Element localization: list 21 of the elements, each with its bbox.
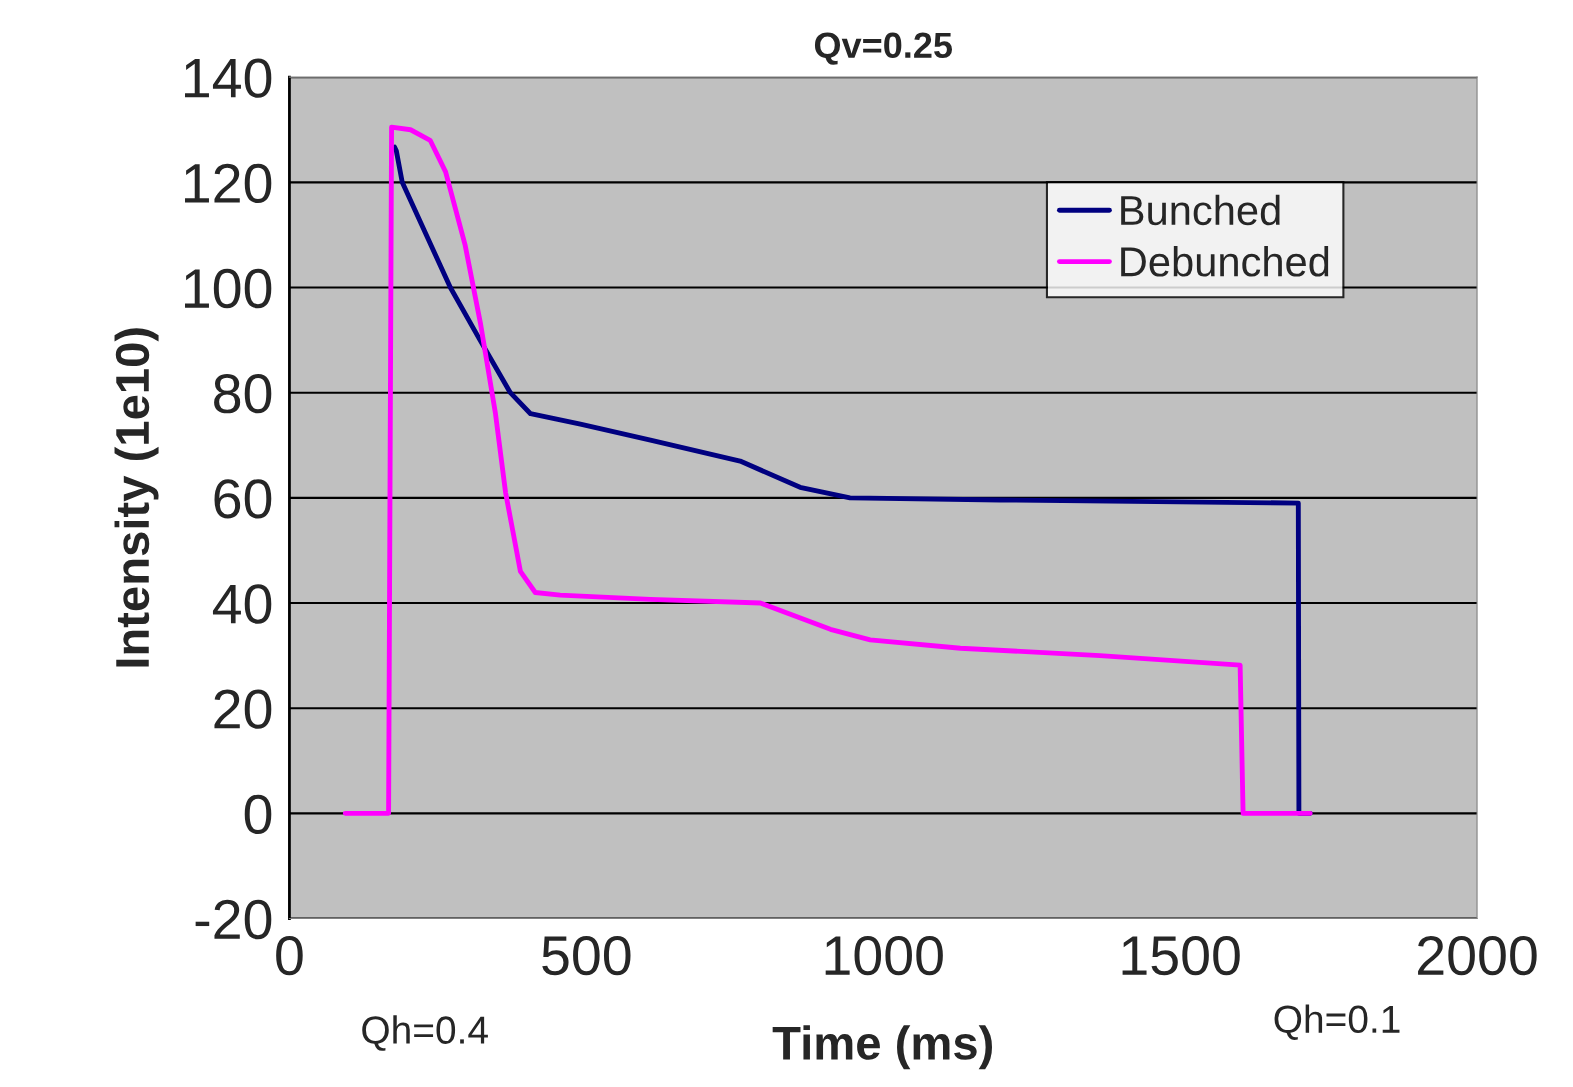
y-tick-label: 140 (185, 58, 272, 98)
y-tick-label: 20 (214, 689, 272, 729)
y-tick-label: 120 (185, 163, 272, 204)
legend-label: Debunched (1121, 245, 1329, 277)
y-tick-label: 60 (214, 479, 272, 519)
chart-title: Qv=0.25 (814, 32, 953, 65)
text: Qh=0.4 (362, 1015, 488, 1051)
legend-label: Bunched (1121, 194, 1280, 226)
x-tick-label: 0 (276, 935, 303, 976)
x-axis-title: Time (ms) (772, 1025, 992, 1070)
y-tick-label: 100 (185, 268, 272, 309)
y-tick-label: 0 (244, 794, 272, 835)
x-tick-label: 2000 (1418, 935, 1537, 976)
x-tick-label: 1500 (1122, 935, 1240, 976)
y-tick-label: 40 (212, 584, 272, 624)
y-tick-label: 80 (214, 374, 272, 414)
y-tick-label: -20 (195, 899, 272, 940)
x-tick-label: 500 (542, 935, 631, 976)
y-axis-title: Intensity (1e10) (114, 328, 159, 667)
text: Qh=0.1 (1274, 1004, 1400, 1040)
x-tick-label: 1000 (825, 935, 943, 976)
